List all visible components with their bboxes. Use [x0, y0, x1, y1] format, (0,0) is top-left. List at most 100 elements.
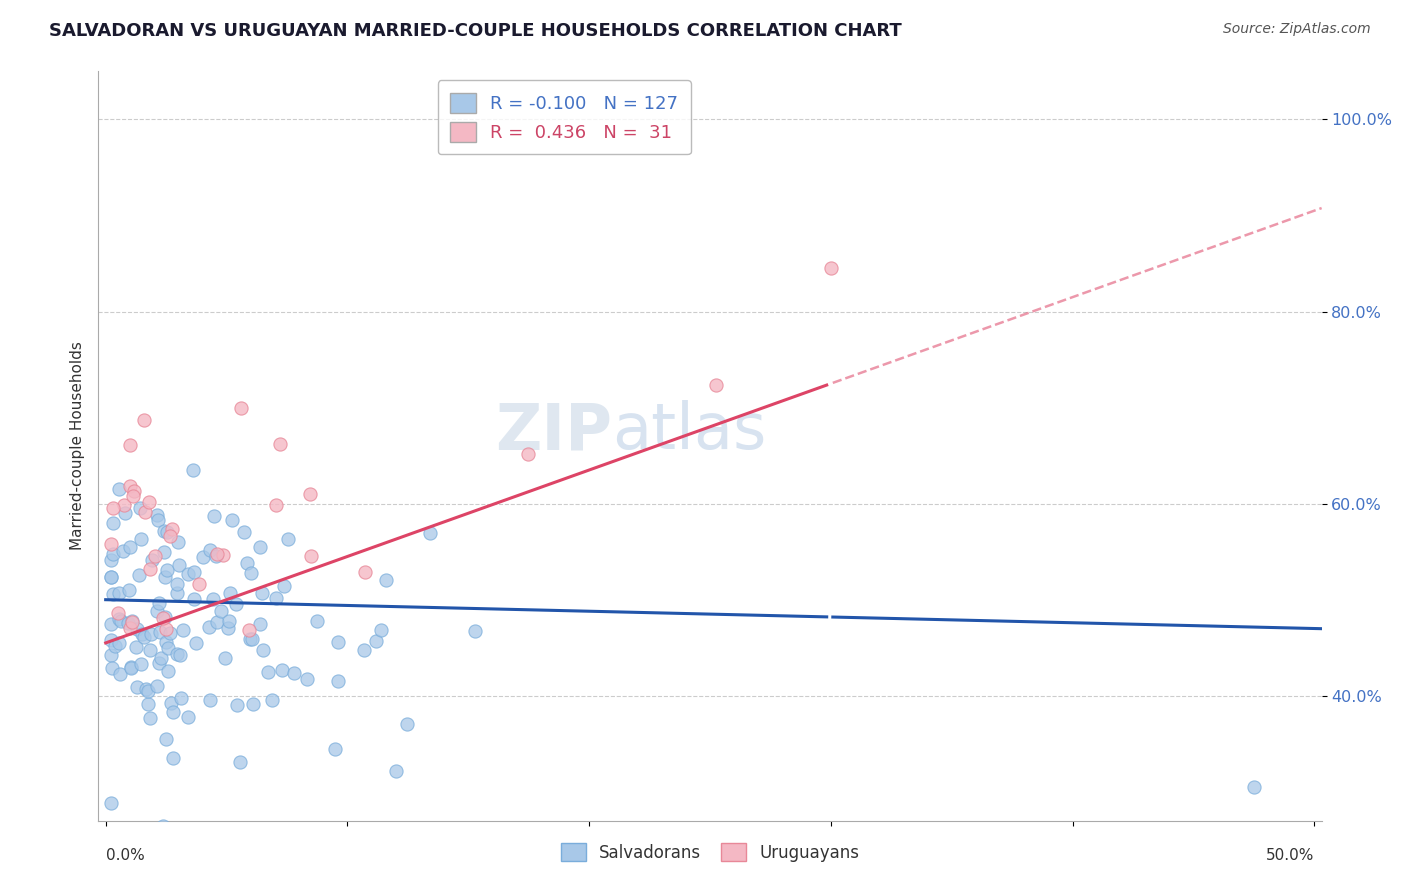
Point	[353, 642, 375, 657]
Point	[704, 377, 727, 392]
Point	[146, 679, 169, 693]
Point	[101, 587, 124, 601]
Point	[167, 558, 190, 573]
Point	[108, 667, 131, 681]
Point	[370, 623, 392, 637]
Point	[156, 563, 179, 577]
Point	[152, 611, 174, 625]
Point	[198, 543, 221, 558]
Point	[239, 632, 262, 646]
Point	[112, 543, 135, 558]
Point	[162, 522, 184, 536]
Point	[419, 525, 441, 540]
Point	[138, 495, 160, 509]
Point	[148, 596, 170, 610]
Text: atlas: atlas	[612, 400, 766, 462]
Point	[143, 549, 166, 564]
Point	[100, 648, 122, 663]
Point	[262, 693, 284, 707]
Point	[112, 498, 135, 512]
Point	[162, 750, 184, 764]
Point	[366, 633, 388, 648]
Point	[264, 498, 287, 512]
Point	[354, 565, 377, 579]
Point	[134, 505, 156, 519]
Point	[172, 624, 194, 638]
Point	[166, 586, 188, 600]
Text: ZIP: ZIP	[495, 400, 612, 462]
Point	[104, 639, 127, 653]
Point	[169, 648, 191, 663]
Point	[108, 636, 131, 650]
Point	[201, 591, 224, 606]
Point	[207, 547, 229, 561]
Point	[238, 624, 260, 638]
Point	[204, 549, 226, 564]
Point	[166, 576, 188, 591]
Point	[264, 591, 287, 606]
Point	[120, 660, 142, 674]
Point	[820, 261, 842, 276]
Point	[186, 636, 208, 650]
Point	[122, 483, 145, 498]
Point	[160, 696, 183, 710]
Point	[131, 627, 153, 641]
Point	[138, 642, 160, 657]
Point	[297, 672, 319, 686]
Point	[217, 621, 239, 635]
Point	[132, 413, 155, 427]
Point	[100, 633, 122, 648]
Point	[191, 550, 214, 565]
Point	[323, 742, 346, 756]
Point	[132, 630, 155, 644]
Point	[229, 401, 252, 415]
Point	[150, 651, 173, 665]
Y-axis label: Married-couple Households: Married-couple Households	[69, 342, 84, 550]
Point	[326, 635, 349, 649]
Point	[101, 661, 124, 675]
Point	[211, 548, 233, 562]
Point	[177, 566, 200, 581]
Point	[229, 755, 252, 769]
Point	[156, 524, 179, 539]
Point	[153, 545, 176, 559]
Point	[326, 674, 349, 689]
Point	[516, 447, 538, 461]
Point	[129, 501, 152, 516]
Point	[121, 614, 143, 628]
Point	[198, 692, 221, 706]
Point	[270, 663, 292, 677]
Point	[139, 562, 162, 576]
Point	[125, 640, 148, 655]
Point	[277, 532, 299, 546]
Point	[305, 614, 328, 628]
Point	[120, 540, 142, 554]
Point	[157, 641, 180, 656]
Point	[155, 635, 177, 649]
Point	[269, 436, 291, 450]
Text: 50.0%: 50.0%	[1265, 847, 1315, 863]
Point	[183, 565, 205, 579]
Point	[120, 478, 142, 492]
Point	[149, 624, 172, 639]
Point	[219, 586, 242, 600]
Point	[155, 570, 177, 584]
Point	[107, 606, 129, 620]
Point	[139, 627, 162, 641]
Point	[236, 557, 259, 571]
Point	[283, 665, 305, 680]
Point	[118, 621, 141, 635]
Point	[101, 516, 124, 530]
Point	[139, 711, 162, 725]
Point	[138, 683, 160, 698]
Point	[100, 553, 122, 567]
Point	[214, 651, 236, 665]
Point	[148, 513, 170, 527]
Point	[110, 614, 132, 628]
Point	[155, 732, 177, 747]
Point	[299, 549, 322, 563]
Point	[103, 547, 125, 561]
Point	[170, 691, 193, 706]
Point	[117, 615, 139, 630]
Point	[100, 570, 122, 584]
